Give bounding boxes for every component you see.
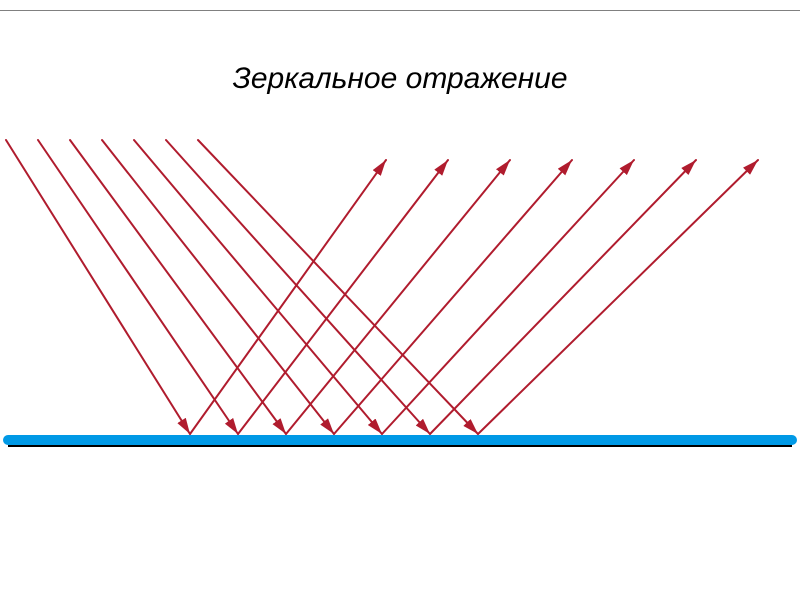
rays-group	[6, 140, 758, 434]
reflected-ray	[430, 160, 696, 434]
incident-ray	[6, 140, 190, 434]
diagram-svg	[0, 0, 800, 600]
reflected-ray	[478, 160, 758, 434]
reflected-ray	[334, 160, 572, 434]
diagram-frame: Зеркальное отражение	[0, 0, 800, 600]
reflected-ray	[238, 160, 448, 434]
reflected-ray	[190, 160, 386, 434]
incident-ray	[70, 140, 286, 434]
incident-ray	[198, 140, 478, 434]
reflected-ray	[286, 160, 510, 434]
incident-ray	[134, 140, 382, 434]
reflected-ray	[382, 160, 634, 434]
